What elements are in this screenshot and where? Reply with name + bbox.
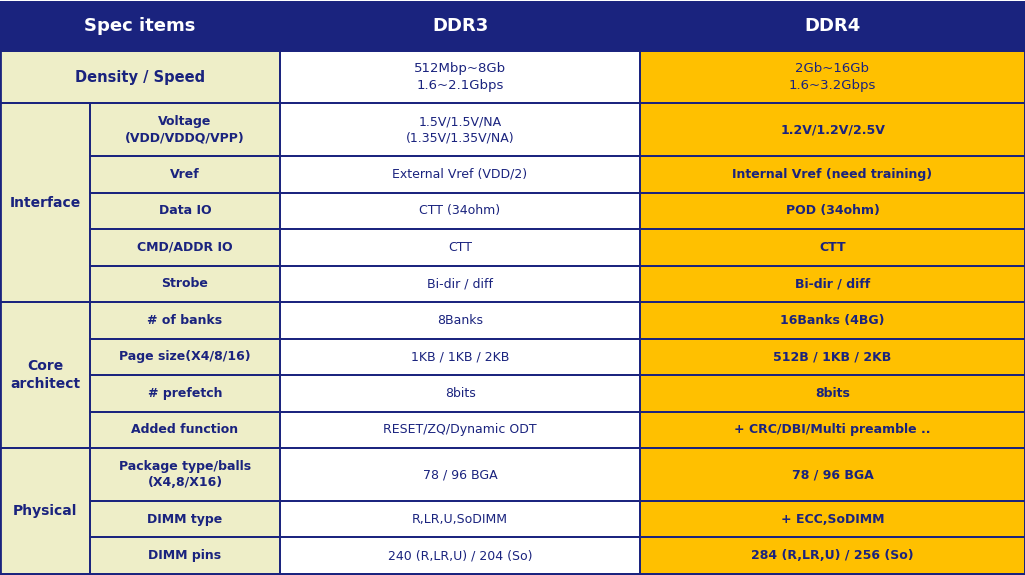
Bar [0, 51, 280, 104]
Bar [280, 448, 640, 501]
Bar [640, 538, 1025, 574]
Bar [280, 302, 640, 339]
Bar [0, 104, 90, 302]
Bar [90, 104, 280, 156]
Text: DDR3: DDR3 [432, 17, 488, 35]
Bar [0, 448, 90, 574]
Text: Bi-dir / diff: Bi-dir / diff [794, 278, 870, 290]
Bar [280, 538, 640, 574]
Bar [280, 229, 640, 266]
Text: Bi-dir / diff: Bi-dir / diff [427, 278, 493, 290]
Bar [90, 193, 280, 229]
Bar [90, 501, 280, 538]
Bar [90, 156, 280, 193]
Bar [640, 104, 1025, 156]
Bar [280, 339, 640, 375]
Text: 240 (R,LR,U) / 204 (So): 240 (R,LR,U) / 204 (So) [387, 549, 532, 562]
Text: Density / Speed: Density / Speed [75, 70, 205, 85]
Bar [640, 51, 1025, 104]
Bar [640, 375, 1025, 412]
Bar [280, 156, 640, 193]
Text: CTT (34ohm): CTT (34ohm) [419, 205, 500, 217]
Bar [280, 375, 640, 412]
Bar [640, 501, 1025, 538]
Bar [90, 375, 280, 412]
Text: Interface: Interface [9, 196, 81, 210]
Text: RESET/ZQ/Dynamic ODT: RESET/ZQ/Dynamic ODT [383, 423, 537, 436]
Text: 1.5V/1.5V/NA
(1.35V/1.35V/NA): 1.5V/1.5V/NA (1.35V/1.35V/NA) [406, 115, 515, 144]
Text: 8bits: 8bits [445, 387, 476, 400]
Text: Package type/balls
(X4,8/X16): Package type/balls (X4,8/X16) [119, 460, 251, 489]
Bar [640, 266, 1025, 302]
Text: Spec items: Spec items [84, 17, 196, 35]
Text: DIMM pins: DIMM pins [149, 549, 221, 562]
Bar [280, 501, 640, 538]
Text: Added function: Added function [131, 423, 239, 436]
Text: 284 (R,LR,U) / 256 (So): 284 (R,LR,U) / 256 (So) [751, 549, 914, 562]
Text: + ECC,SoDIMM: + ECC,SoDIMM [781, 513, 885, 526]
Bar [640, 2, 1025, 51]
Bar [280, 51, 640, 104]
Text: POD (34ohm): POD (34ohm) [785, 205, 879, 217]
Text: Physical: Physical [12, 504, 77, 518]
Bar [640, 193, 1025, 229]
Bar [90, 302, 280, 339]
Text: 8Banks: 8Banks [437, 314, 483, 327]
Text: Internal Vref (need training): Internal Vref (need training) [733, 168, 933, 181]
Bar [640, 412, 1025, 448]
Text: 512B / 1KB / 2KB: 512B / 1KB / 2KB [774, 351, 892, 363]
Text: Strobe: Strobe [162, 278, 208, 290]
Bar [0, 302, 90, 448]
Bar [280, 266, 640, 302]
Text: 8bits: 8bits [815, 387, 850, 400]
Text: DDR4: DDR4 [805, 17, 861, 35]
Bar [640, 448, 1025, 501]
Text: 16Banks (4BG): 16Banks (4BG) [780, 314, 885, 327]
Bar [90, 538, 280, 574]
Text: CTT: CTT [448, 241, 472, 254]
Text: 2Gb~16Gb
1.6~3.2Gbps: 2Gb~16Gb 1.6~3.2Gbps [789, 62, 876, 92]
Bar [0, 2, 280, 51]
Bar [640, 156, 1025, 193]
Bar [280, 2, 640, 51]
Text: 78 / 96 BGA: 78 / 96 BGA [422, 468, 497, 481]
Bar [90, 339, 280, 375]
Bar [280, 412, 640, 448]
Text: # prefetch: # prefetch [148, 387, 222, 400]
Bar [640, 229, 1025, 266]
Text: CMD/ADDR IO: CMD/ADDR IO [137, 241, 233, 254]
Bar [90, 229, 280, 266]
Bar [90, 448, 280, 501]
Text: External Vref (VDD/2): External Vref (VDD/2) [393, 168, 528, 181]
Text: 1KB / 1KB / 2KB: 1KB / 1KB / 2KB [411, 351, 509, 363]
Bar [90, 266, 280, 302]
Bar [640, 302, 1025, 339]
Text: 78 / 96 BGA: 78 / 96 BGA [791, 468, 873, 481]
Text: 1.2V/1.2V/2.5V: 1.2V/1.2V/2.5V [780, 123, 885, 136]
Bar [90, 412, 280, 448]
Text: R,LR,U,SoDIMM: R,LR,U,SoDIMM [412, 513, 508, 526]
Text: Voltage
(VDD/VDDQ/VPP): Voltage (VDD/VDDQ/VPP) [125, 115, 245, 144]
Bar [280, 193, 640, 229]
Text: 512Mbp~8Gb
1.6~2.1Gbps: 512Mbp~8Gb 1.6~2.1Gbps [414, 62, 506, 92]
Text: CTT: CTT [819, 241, 846, 254]
Text: Vref: Vref [170, 168, 200, 181]
Text: # of banks: # of banks [148, 314, 222, 327]
Text: + CRC/DBI/Multi preamble ..: + CRC/DBI/Multi preamble .. [734, 423, 931, 436]
Text: Core
architect: Core architect [10, 359, 80, 391]
Bar [280, 104, 640, 156]
Text: DIMM type: DIMM type [148, 513, 222, 526]
Text: Page size(X4/8/16): Page size(X4/8/16) [119, 351, 251, 363]
Bar [640, 339, 1025, 375]
Text: Data IO: Data IO [159, 205, 211, 217]
